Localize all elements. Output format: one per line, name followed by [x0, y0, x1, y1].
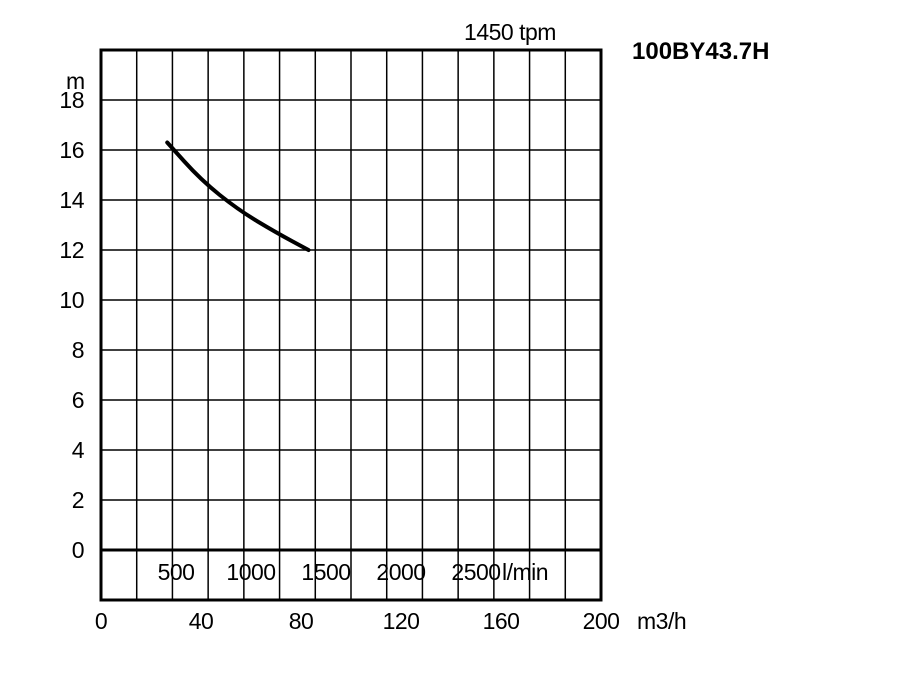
x-axis-ticks: 0 40 80 120 160 200: [95, 608, 620, 634]
chart-title: 1450 tpm: [464, 19, 556, 45]
y-tick-label: 14: [59, 187, 84, 213]
secondary-x-tick-label: 1500: [301, 559, 350, 585]
secondary-x-tick-label: 500: [158, 559, 195, 585]
head-flow-curve: [165, 140, 311, 252]
secondary-x-axis-label: l/min: [502, 559, 548, 585]
y-tick-label: 2: [72, 487, 84, 513]
x-tick-label: 120: [383, 608, 420, 634]
x-tick-label: 40: [189, 608, 214, 634]
y-tick-label: 8: [72, 337, 84, 363]
y-tick-label: 4: [72, 437, 85, 463]
y-tick-label: 12: [59, 237, 84, 263]
y-tick-label: 6: [72, 387, 84, 413]
y-tick-label: 18: [59, 87, 84, 113]
y-tick-label: 16: [59, 137, 84, 163]
plot-frame: [99, 48, 603, 602]
y-tick-label: 10: [59, 287, 84, 313]
secondary-x-tick-label: 2500: [451, 559, 500, 585]
x-tick-label: 160: [483, 608, 520, 634]
y-tick-label: 0: [72, 537, 84, 563]
x-tick-label: 80: [289, 608, 314, 634]
y-axis-ticks: 0 2 4 6 8 10 12 14 16 18: [59, 87, 85, 563]
x-axis-label: m3/h: [637, 608, 686, 634]
y-axis-label: m: [66, 68, 85, 94]
secondary-x-tick-label: 1000: [226, 559, 275, 585]
x-tick-label: 0: [95, 608, 107, 634]
secondary-x-axis-ticks: 500 1000 1500 2000 2500: [158, 559, 502, 585]
secondary-x-tick-label: 2000: [376, 559, 425, 585]
x-tick-label: 200: [583, 608, 620, 634]
chart-grid: [101, 50, 601, 600]
model-name: 100BY43.7H: [632, 38, 769, 65]
